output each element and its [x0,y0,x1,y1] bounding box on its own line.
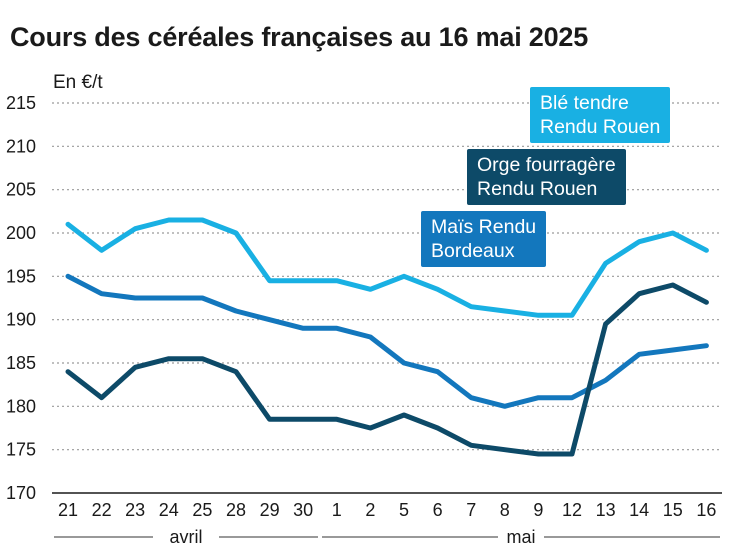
x-tick-label-29: 29 [260,500,280,520]
legend-orge-line2: Rendu Rouen [477,178,598,200]
x-tick-label-15: 15 [663,500,683,520]
x-tick-label-30: 30 [293,500,313,520]
y-tick-label-180: 180 [6,396,36,416]
x-tick-label-8: 8 [500,500,510,520]
x-tick-label-14: 14 [629,500,649,520]
series-line-bl-tendre-rendu-rouen [65,217,709,318]
legend-mais: Maïs Rendu Bordeaux [421,211,547,267]
x-tick-label-21: 21 [58,500,78,520]
legend-orge-fourragere: Orge fourragère Rendu Rouen [467,149,626,205]
legend-ble-line1: Blé tendre [540,92,629,114]
y-tick-label-175: 175 [6,440,36,460]
y-axis-unit-label: En €/t [53,72,103,93]
x-tick-label-5: 5 [399,500,409,520]
chart-title: Cours des céréales françaises au 16 mai … [10,22,589,52]
x-tick-label-9: 9 [533,500,543,520]
x-tick-label-23: 23 [125,500,145,520]
x-tick-label-7: 7 [466,500,476,520]
x-tick-label-22: 22 [92,500,112,520]
x-tick-label-16: 16 [696,500,716,520]
x-tick-label-1: 1 [332,500,342,520]
y-tick-label-200: 200 [6,223,36,243]
x-tick-label-6: 6 [433,500,443,520]
x-tick-label-25: 25 [192,500,212,520]
y-tick-label-170: 170 [6,483,36,503]
x-tick-label-13: 13 [596,500,616,520]
y-tick-label-210: 210 [6,136,36,156]
x-tick-label-12: 12 [562,500,582,520]
month-label-mai: mai [506,527,535,547]
legend-orge-line1: Orge fourragère [477,154,616,176]
x-tick-label-2: 2 [365,500,375,520]
month-label-avril: avril [169,527,202,547]
series-line-ma-s-rendu-bordeaux [65,273,709,409]
y-tick-label-215: 215 [6,93,36,113]
x-tick-label-28: 28 [226,500,246,520]
legend-mais-line2: Bordeaux [431,240,515,262]
series-line-orge-fourrag-re-rendu-rouen [65,282,709,457]
legend-ble-line2: Rendu Rouen [540,116,661,138]
legend-mais-line1: Maïs Rendu [431,216,537,238]
y-tick-label-185: 185 [6,353,36,373]
y-tick-label-205: 205 [6,180,36,200]
legend-ble-tendre: Blé tendre Rendu Rouen [530,87,671,143]
y-tick-label-190: 190 [6,310,36,330]
x-tick-label-24: 24 [159,500,179,520]
y-tick-label-195: 195 [6,266,36,286]
